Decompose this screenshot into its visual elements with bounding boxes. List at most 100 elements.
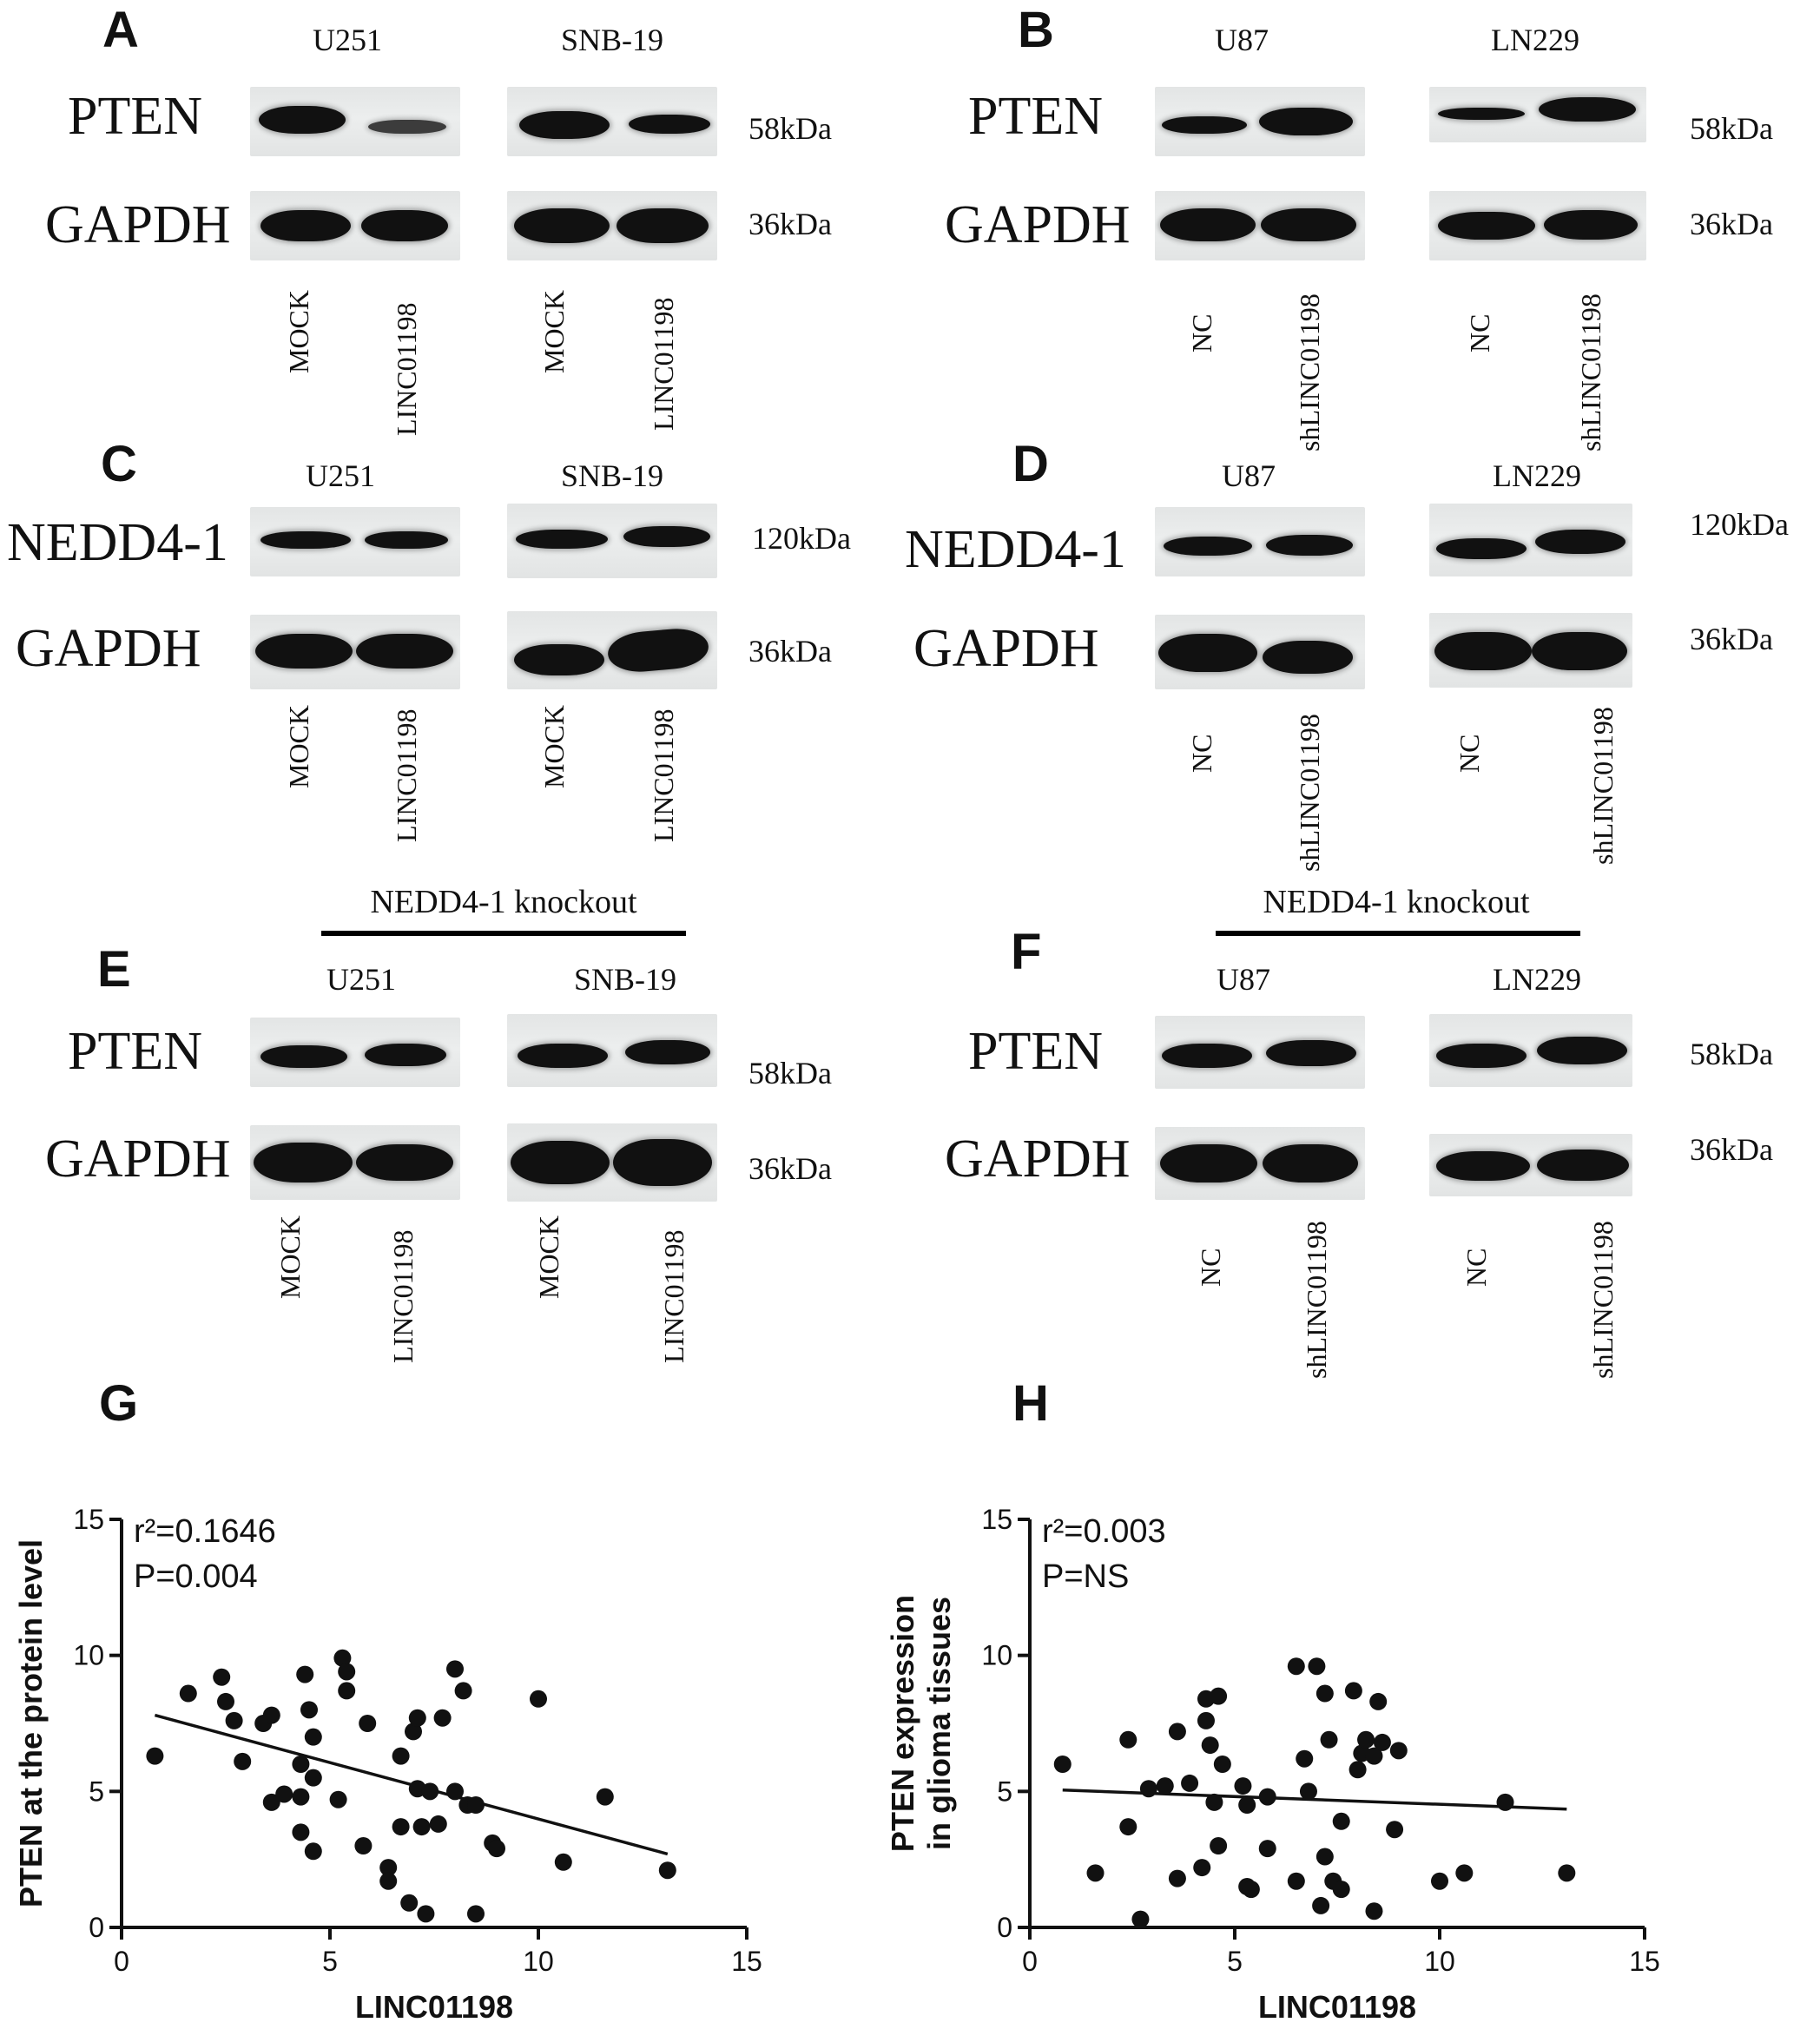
data-point [338, 1682, 356, 1700]
western-blot-nedd4-1-ln229 [1429, 504, 1632, 576]
cell-label-u251: U251 [326, 962, 396, 997]
cell-label-snb19: SNB-19 [573, 962, 677, 997]
western-blot-pten-u87 [1155, 1016, 1365, 1089]
data-point [338, 1663, 356, 1681]
blot-band [361, 210, 448, 241]
panel-letter-c: C [101, 436, 137, 492]
data-point [1234, 1777, 1252, 1795]
y-axis-label: PTEN expression [885, 1595, 920, 1852]
x-tick-label: 0 [114, 1946, 129, 1977]
kda-label: 120kDa [1690, 507, 1789, 542]
blot-band [1259, 108, 1353, 135]
knockout-bar [1216, 931, 1580, 936]
blot-band [1266, 535, 1353, 556]
data-point [1258, 1788, 1276, 1806]
blot-band [1544, 210, 1638, 240]
blot-band [1537, 1150, 1629, 1181]
cell-label-u251: U251 [313, 23, 382, 57]
panel-letter-f: F [1011, 924, 1042, 980]
blot-band [511, 1141, 610, 1184]
data-point [1365, 1902, 1383, 1920]
data-point [1181, 1774, 1199, 1792]
data-point [1349, 1761, 1367, 1779]
kda-label: 58kDa [1690, 111, 1773, 146]
lane-label-nc: NC [1464, 313, 1495, 352]
data-point [1365, 1747, 1383, 1765]
western-blot-gapdh-u87 [1155, 615, 1365, 689]
blot-band [356, 634, 453, 669]
data-point [179, 1684, 197, 1703]
data-point [1287, 1657, 1305, 1676]
lane-label-nc: NC [1195, 1248, 1226, 1287]
knockout-label: NEDD4-1 knockout [1263, 884, 1530, 920]
data-point [1373, 1733, 1391, 1751]
data-point [1053, 1756, 1072, 1773]
blot-band [516, 530, 608, 549]
protein-label-gapdh: GAPDH [913, 619, 1099, 678]
cell-label-snb19: SNB-19 [560, 23, 664, 57]
lane-label-linc01198: LINC01198 [391, 708, 422, 842]
y-tick-label: 15 [981, 1504, 1012, 1535]
lane-label-linc01198: LINC01198 [658, 1229, 689, 1363]
data-point [1558, 1864, 1576, 1882]
lane-label-shlinc01198: shLINC01198 [1294, 714, 1325, 872]
lane-label-linc01198: LINC01198 [391, 302, 422, 436]
blot-band [1158, 634, 1257, 672]
blot-band [518, 1044, 608, 1068]
kda-label: 36kDa [748, 634, 832, 669]
data-point [296, 1665, 314, 1683]
data-point [1205, 1793, 1223, 1811]
x-tick-label: 5 [1227, 1946, 1243, 1977]
data-point [1197, 1711, 1215, 1729]
data-point [1320, 1730, 1338, 1749]
data-point [1316, 1684, 1334, 1703]
data-point [1369, 1692, 1388, 1710]
data-point [1431, 1872, 1448, 1890]
kda-label: 36kDa [748, 207, 832, 241]
data-point [1168, 1723, 1186, 1741]
kda-label: 36kDa [1690, 1132, 1773, 1167]
cell-label-ln229: LN229 [1493, 458, 1581, 493]
cell-label-u87: U87 [1215, 23, 1269, 57]
blot-band [259, 106, 346, 134]
lane-label-shlinc01198: shLINC01198 [1301, 1221, 1332, 1379]
blot-band [1261, 208, 1356, 241]
protein-label-gapdh: GAPDH [45, 1130, 231, 1189]
lane-label-shlinc01198: shLINC01198 [1575, 293, 1606, 451]
western-blot-pten-u251 [250, 87, 460, 156]
cell-label-u87: U87 [1217, 962, 1270, 997]
knockout-label: NEDD4-1 knockout [370, 884, 637, 920]
data-point [429, 1815, 447, 1833]
data-point [217, 1692, 234, 1710]
data-point [530, 1690, 547, 1708]
western-blot-gapdh-u251 [250, 191, 460, 260]
cell-label-u87: U87 [1222, 458, 1276, 493]
x-axis-label: LINC01198 [1258, 1989, 1416, 2025]
data-point [359, 1715, 377, 1732]
data-point [400, 1894, 419, 1912]
blot-band [254, 1143, 353, 1182]
y-axis-label: in glioma tissues [921, 1597, 957, 1850]
data-point [446, 1660, 464, 1678]
lane-label-mock: MOCK [283, 289, 314, 373]
protein-label-gapdh: GAPDH [945, 195, 1131, 254]
kda-label: 120kDa [752, 521, 851, 556]
western-blot-gapdh-snb19 [507, 611, 717, 689]
western-blot-gapdh-ln229 [1429, 191, 1646, 260]
blot-band [1438, 108, 1525, 120]
blot-band [519, 111, 610, 139]
cell-label-ln229: LN229 [1491, 23, 1579, 57]
western-blot-gapdh-u251 [250, 1125, 460, 1200]
data-point [1344, 1682, 1362, 1700]
x-tick-label: 5 [322, 1946, 338, 1977]
data-point [146, 1747, 164, 1765]
lane-label-mock: MOCK [538, 704, 570, 788]
data-point [1131, 1910, 1150, 1928]
data-point [1168, 1869, 1186, 1887]
data-point [392, 1818, 410, 1836]
lane-label-linc01198: LINC01198 [387, 1229, 419, 1363]
x-axis-label: LINC01198 [355, 1989, 513, 2025]
protein-label-pten: PTEN [968, 87, 1103, 146]
panel-letter-g: G [99, 1375, 139, 1432]
data-point [234, 1752, 252, 1770]
